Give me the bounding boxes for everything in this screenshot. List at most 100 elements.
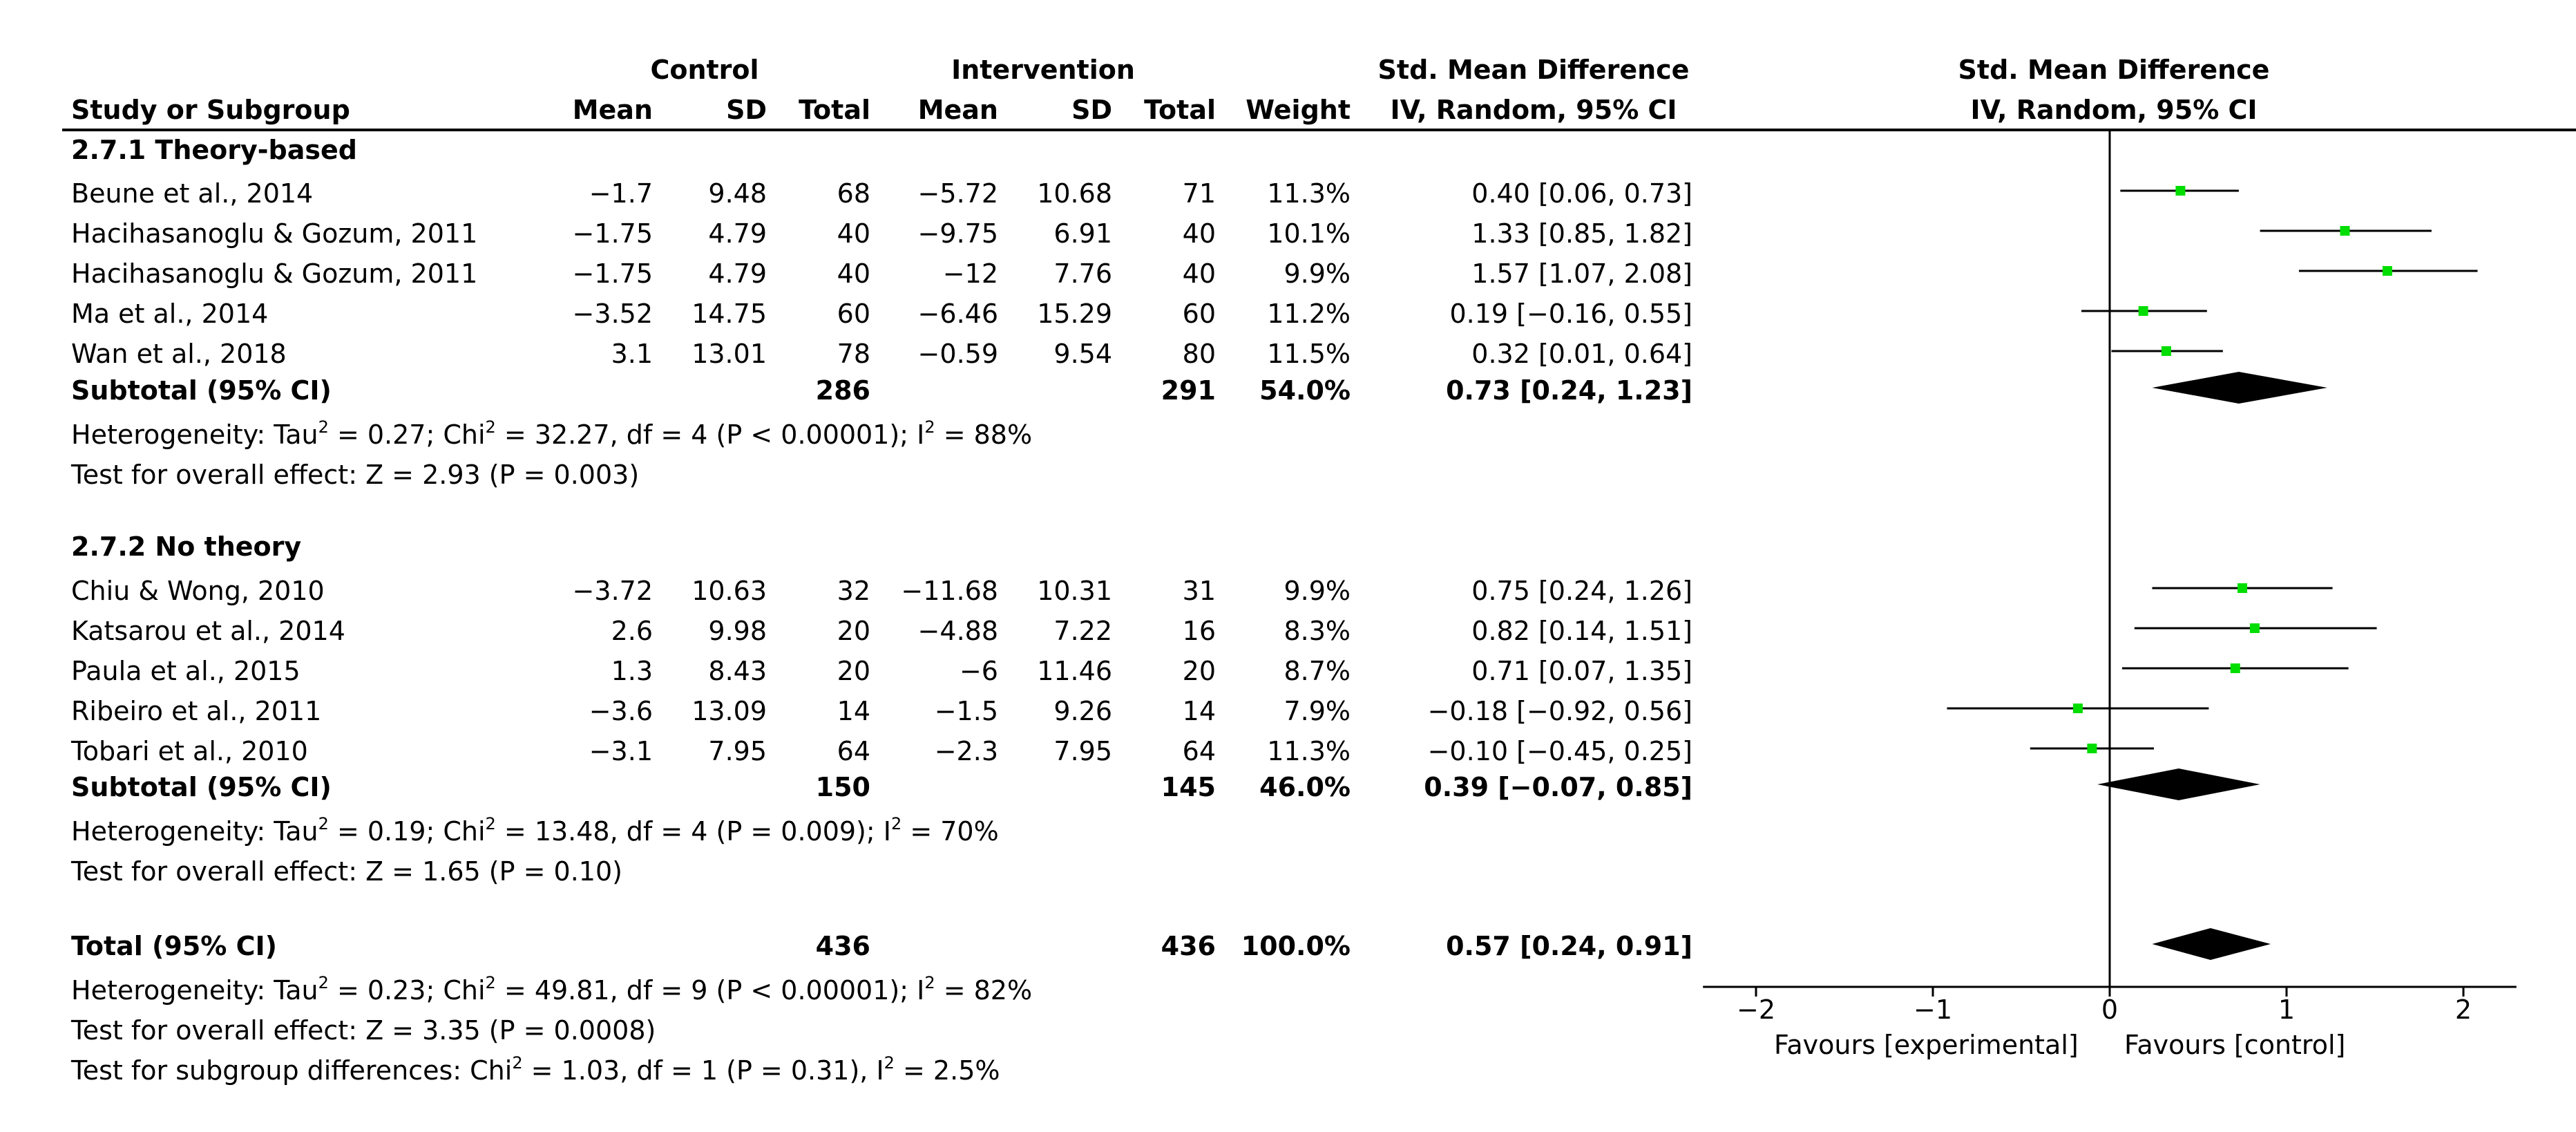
intervention-total: 145 — [1161, 772, 1216, 802]
weight: 11.2% — [1267, 299, 1351, 329]
intervention-total: 71 — [1182, 178, 1216, 209]
weight: 8.7% — [1284, 656, 1351, 686]
effect-ci: −0.10 [−0.45, 0.25] — [1427, 736, 1692, 766]
intervention-total: 60 — [1182, 299, 1216, 329]
control-total: 68 — [837, 178, 870, 209]
point-estimate — [2072, 704, 2083, 713]
intervention-total: 20 — [1182, 656, 1216, 686]
control-mean: −1.7 — [589, 178, 653, 209]
control-total: 78 — [837, 339, 870, 369]
control-total: 40 — [837, 218, 870, 249]
weight: 11.5% — [1267, 339, 1351, 369]
intervention-mean-header: Mean — [917, 95, 998, 125]
intervention-total: 80 — [1182, 339, 1216, 369]
intervention-mean: −12 — [942, 258, 998, 289]
x-tick-label: 1 — [2278, 994, 2295, 1025]
intervention-mean: −0.59 — [917, 339, 998, 369]
total-label: Total (95% CI) — [71, 931, 277, 961]
control-mean: −3.6 — [589, 696, 653, 726]
weight: 7.9% — [1284, 696, 1351, 726]
control-sd: 14.75 — [691, 299, 767, 329]
control-mean: −1.75 — [572, 258, 653, 289]
control-sd: 9.98 — [708, 616, 767, 646]
effect-ci: 0.57 [0.24, 0.91] — [1446, 931, 1692, 961]
intervention-total: 40 — [1182, 218, 1216, 249]
intervention-mean: −11.68 — [901, 576, 998, 606]
group-title: 2.7.1 Theory-based — [71, 135, 357, 165]
point-estimate — [2230, 663, 2240, 673]
control-sd: 13.01 — [691, 339, 767, 369]
control-total: 150 — [815, 772, 870, 802]
intervention-total: 40 — [1182, 258, 1216, 289]
pooled-diamond — [2097, 768, 2260, 800]
effect-ci: 0.19 [−0.16, 0.55] — [1449, 299, 1692, 329]
intervention-mean: −1.5 — [934, 696, 998, 726]
effect-ci: 0.32 [0.01, 0.64] — [1471, 339, 1692, 369]
weight-header: Weight — [1246, 95, 1351, 125]
intervention-header: Intervention — [951, 55, 1135, 85]
intervention-total: 16 — [1182, 616, 1216, 646]
smd-header: Std. Mean Difference — [1377, 55, 1690, 85]
effect-ci: 0.71 [0.07, 1.35] — [1471, 656, 1692, 686]
control-total: 60 — [837, 299, 870, 329]
overall-effect-text: Test for overall effect: Z = 1.65 (P = 0… — [71, 856, 622, 887]
pooled-diamond — [2152, 928, 2271, 960]
control-sd: 9.48 — [708, 178, 767, 209]
point-estimate — [2340, 226, 2350, 236]
study-name: Beune et al., 2014 — [71, 178, 314, 209]
control-mean: 3.1 — [611, 339, 653, 369]
control-total: 32 — [837, 576, 870, 606]
control-header: Control — [650, 55, 759, 85]
intervention-total: 291 — [1161, 375, 1216, 406]
intervention-sd: 7.22 — [1053, 616, 1112, 646]
overall-effect-text: Test for overall effect: Z = 2.93 (P = 0… — [71, 460, 640, 490]
header-divider — [62, 129, 2576, 131]
intervention-mean: −9.75 — [917, 218, 998, 249]
control-sd: 13.09 — [691, 696, 767, 726]
effect-ci: 0.40 [0.06, 0.73] — [1471, 178, 1692, 209]
point-estimate — [2382, 266, 2392, 276]
effect-ci: 0.75 [0.24, 1.26] — [1471, 576, 1692, 606]
intervention-mean: −6.46 — [917, 299, 998, 329]
control-total: 40 — [837, 258, 870, 289]
intervention-sd: 15.29 — [1037, 299, 1112, 329]
effect-ci: 1.33 [0.85, 1.82] — [1471, 218, 1692, 249]
group-title: 2.7.2 No theory — [71, 531, 302, 562]
intervention-mean: −6 — [959, 656, 998, 686]
control-sd: 10.63 — [691, 576, 767, 606]
point-estimate — [2238, 583, 2247, 593]
effect-ci: 1.57 [1.07, 2.08] — [1471, 258, 1692, 289]
weight: 8.3% — [1284, 616, 1351, 646]
favours-experimental-label: Favours [experimental] — [1774, 1030, 2079, 1060]
intervention-sd: 10.68 — [1037, 178, 1112, 209]
intervention-sd: 9.54 — [1053, 339, 1112, 369]
heterogeneity-text: Heterogeneity: Tau2 = 0.27; Chi2 = 32.27… — [71, 417, 1033, 450]
intervention-total: 14 — [1182, 696, 1216, 726]
intervention-mean: −5.72 — [917, 178, 998, 209]
weight: 9.9% — [1284, 576, 1351, 606]
subtotal-label: Subtotal (95% CI) — [71, 375, 332, 406]
overall-effect-text: Test for overall effect: Z = 3.35 (P = 0… — [71, 1015, 656, 1046]
plot-method-header: IV, Random, 95% CI — [1970, 95, 2258, 125]
control-mean: 2.6 — [611, 616, 653, 646]
control-mean-header: Mean — [572, 95, 653, 125]
intervention-sd: 9.26 — [1053, 696, 1112, 726]
study-name: Ma et al., 2014 — [71, 299, 269, 329]
favours-control-label: Favours [control] — [2124, 1030, 2346, 1060]
point-estimate — [2175, 186, 2186, 196]
study-name: Tobari et al., 2010 — [71, 736, 308, 766]
intervention-mean: −2.3 — [934, 736, 998, 766]
weight: 11.3% — [1267, 736, 1351, 766]
control-total: 14 — [837, 696, 870, 726]
effect-ci: 0.39 [−0.07, 0.85] — [1424, 772, 1692, 802]
effect-ci: −0.18 [−0.92, 0.56] — [1427, 696, 1692, 726]
weight: 9.9% — [1284, 258, 1351, 289]
intervention-total-header: Total — [1144, 95, 1216, 125]
control-mean: −3.1 — [589, 736, 653, 766]
subtotal-label: Subtotal (95% CI) — [71, 772, 332, 802]
effect-ci: 0.82 [0.14, 1.51] — [1471, 616, 1692, 646]
point-estimate — [2249, 623, 2260, 633]
control-mean: −3.52 — [572, 299, 653, 329]
control-mean: −3.72 — [572, 576, 653, 606]
